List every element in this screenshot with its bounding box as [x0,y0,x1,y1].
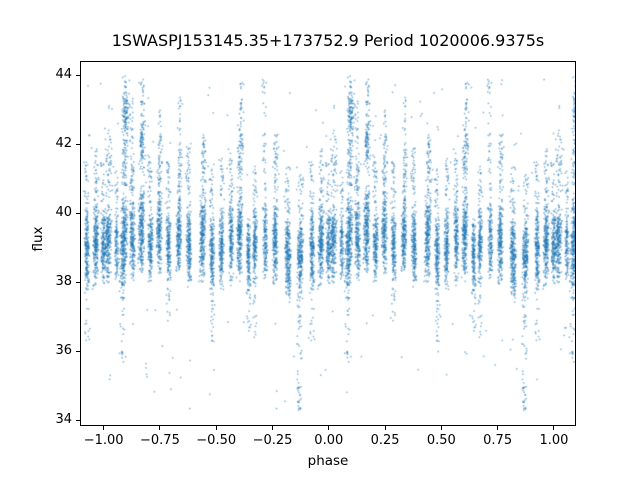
x-axis-label: phase [307,453,349,469]
x-tick-label: −0.25 [252,433,293,448]
x-tick-mark [328,426,330,430]
y-tick-mark [76,74,80,76]
x-tick-label: 0.00 [314,433,344,448]
y-tick-mark [76,350,80,352]
x-tick-mark [272,426,273,430]
x-tick-mark [497,426,499,430]
y-tick-mark [76,143,80,145]
x-tick-label: 1.00 [539,433,569,448]
x-tick-label: −0.75 [140,433,180,448]
x-tick-label: 0.50 [426,433,456,448]
y-tick-label: 34 [55,412,72,428]
x-tick-label: 0.25 [370,433,400,448]
chart-title: 1SWASPJ153145.35+173752.9 Period 1020006… [111,31,545,50]
plot-area [80,61,576,426]
x-tick-label: −1.00 [83,433,124,448]
x-tick-mark [384,426,386,430]
x-tick-mark [440,426,442,430]
y-tick-label: 40 [55,205,72,221]
y-tick-label: 44 [55,67,72,83]
x-tick-mark [103,426,105,430]
scatter-points-canvas [81,62,575,425]
y-tick-mark [76,212,80,214]
x-tick-mark [159,426,161,430]
y-tick-label: 36 [55,343,72,359]
x-tick-label: −0.50 [196,433,237,448]
y-tick-label: 38 [55,274,72,290]
y-tick-mark [76,419,80,421]
y-tick-mark [76,281,80,283]
x-tick-mark [553,426,555,430]
x-tick-label: 0.75 [483,433,513,448]
y-tick-label: 42 [55,136,72,152]
x-tick-mark [215,426,217,430]
